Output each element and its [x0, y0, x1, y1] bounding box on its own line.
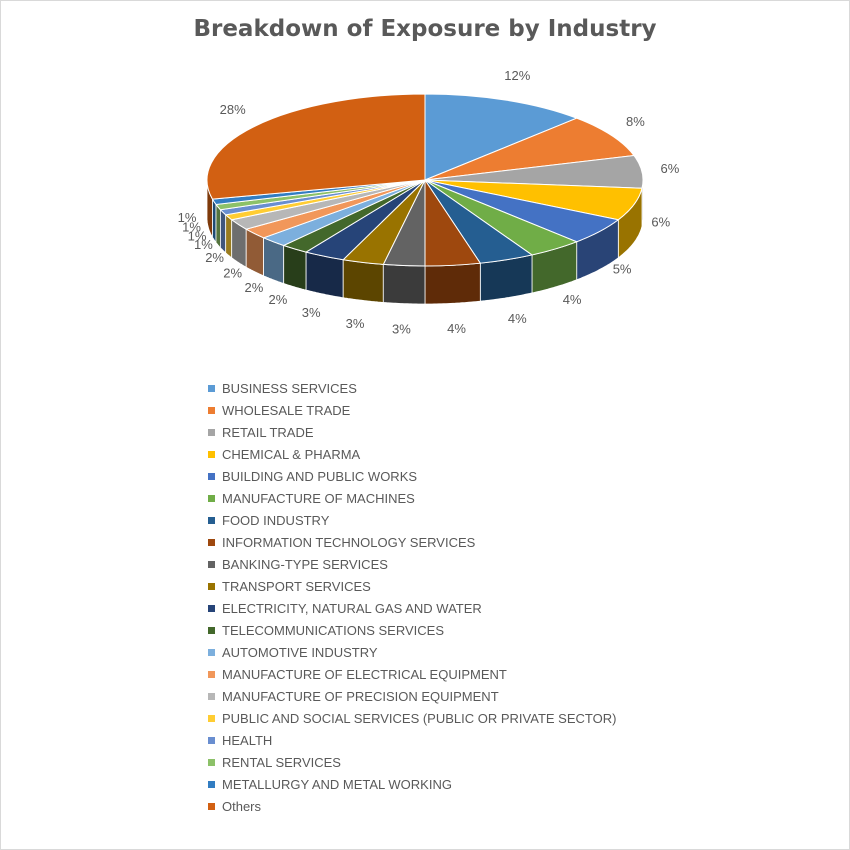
- legend-label: Others: [222, 799, 262, 814]
- legend-swatch: [208, 583, 215, 591]
- legend-swatch: [208, 803, 215, 811]
- legend-swatch: [208, 627, 215, 635]
- legend-swatch: [208, 693, 215, 701]
- pie-slice-19: [206, 93, 426, 200]
- pie-slice-side-7: [424, 262, 481, 305]
- legend-swatch: [208, 605, 215, 613]
- data-label: 1%: [194, 237, 213, 252]
- legend-swatch: [208, 737, 215, 745]
- legend-label: MANUFACTURE OF PRECISION EQUIPMENT: [222, 689, 499, 704]
- legend-label: RETAIL TRADE: [222, 425, 314, 440]
- pie-slice-side-9: [342, 259, 384, 303]
- legend-swatch: [208, 649, 215, 657]
- data-label: 1%: [178, 210, 197, 225]
- legend-label: BUSINESS SERVICES: [222, 381, 357, 396]
- legend-item: RENTAL SERVICES: [208, 752, 616, 774]
- data-label: 28%: [220, 102, 246, 117]
- legend-item: MANUFACTURE OF MACHINES: [208, 488, 616, 510]
- legend-item: WHOLESALE TRADE: [208, 400, 616, 422]
- chart-title: Breakdown of Exposure by Industry: [193, 16, 657, 42]
- data-label: 2%: [223, 266, 242, 281]
- data-label: 8%: [626, 114, 645, 129]
- legend-item: BUILDING AND PUBLIC WORKS: [208, 466, 616, 488]
- legend-swatch: [208, 759, 215, 767]
- legend-label: PUBLIC AND SOCIAL SERVICES (PUBLIC OR PR…: [222, 711, 617, 726]
- legend-swatch: [208, 671, 215, 679]
- data-label: 4%: [447, 321, 466, 336]
- pie-slice-side-18: [212, 198, 217, 244]
- legend-label: MANUFACTURE OF MACHINES: [222, 491, 415, 506]
- pie-slice-side-8: [382, 263, 426, 305]
- legend-label: ELECTRICITY, NATURAL GAS AND WATER: [222, 601, 482, 616]
- legend-swatch: [208, 451, 215, 459]
- data-label: 6%: [651, 215, 670, 230]
- legend-swatch: [208, 561, 215, 569]
- legend-swatch: [208, 429, 215, 437]
- legend-item: TELECOMMUNICATIONS SERVICES: [208, 620, 616, 642]
- legend-label: BUILDING AND PUBLIC WORKS: [222, 469, 418, 484]
- legend-item: BANKING-TYPE SERVICES: [208, 554, 616, 576]
- legend-label: CHEMICAL & PHARMA: [222, 447, 361, 462]
- legend-label: FOOD INDUSTRY: [222, 513, 330, 528]
- data-label: 3%: [302, 305, 321, 320]
- legend-label: AUTOMOTIVE INDUSTRY: [222, 645, 378, 660]
- legend-label: INFORMATION TECHNOLOGY SERVICES: [222, 535, 476, 550]
- legend-label: RENTAL SERVICES: [222, 755, 341, 770]
- pie-slice-side-11: [283, 244, 307, 291]
- legend-swatch: [208, 781, 215, 789]
- data-label: 5%: [613, 262, 632, 277]
- legend-item: HEALTH: [208, 730, 616, 752]
- legend-item: BUSINESS SERVICES: [208, 378, 616, 400]
- legend-item: CHEMICAL & PHARMA: [208, 444, 616, 466]
- legend-item: AUTOMOTIVE INDUSTRY: [208, 642, 616, 664]
- data-label: 3%: [392, 321, 411, 336]
- data-label: 2%: [205, 250, 224, 265]
- chart-legend: BUSINESS SERVICES WHOLESALE TRADE RETAIL T…: [208, 378, 616, 818]
- data-label: 1%: [182, 219, 201, 234]
- legend-item: MANUFACTURE OF ELECTRICAL EQUIPMENT: [208, 664, 616, 686]
- legend-label: WHOLESALE TRADE: [222, 403, 351, 418]
- legend-label: BANKING-TYPE SERVICES: [222, 557, 388, 572]
- legend-swatch: [208, 517, 215, 525]
- data-label: 3%: [346, 316, 365, 331]
- legend-swatch: [208, 495, 215, 503]
- legend-item: PUBLIC AND SOCIAL SERVICES (PUBLIC OR PR…: [208, 708, 616, 730]
- legend-item: METALLURGY AND METAL WORKING: [208, 774, 616, 796]
- legend-swatch: [208, 715, 215, 723]
- data-label: 6%: [661, 161, 680, 176]
- data-label: 2%: [245, 280, 264, 295]
- legend-label: METALLURGY AND METAL WORKING: [222, 777, 452, 792]
- legend-swatch: [208, 539, 215, 547]
- legend-item: MANUFACTURE OF PRECISION EQUIPMENT: [208, 686, 616, 708]
- legend-swatch: [208, 407, 215, 415]
- pie-slice-0: [424, 93, 579, 181]
- pie-slice-1: [424, 117, 635, 181]
- legend-label: MANUFACTURE OF ELECTRICAL EQUIPMENT: [222, 667, 507, 682]
- legend-item: Others: [208, 796, 616, 818]
- data-label: 4%: [508, 311, 527, 326]
- pie-slice-side-16: [219, 208, 227, 254]
- legend-item: TRANSPORT SERVICES: [208, 576, 616, 598]
- pie-slice-side-15: [225, 213, 233, 259]
- legend-item: RETAIL TRADE: [208, 422, 616, 444]
- legend-label: TRANSPORT SERVICES: [222, 579, 371, 594]
- pie-slice-side-17: [215, 203, 221, 249]
- legend-label: HEALTH: [222, 733, 273, 748]
- data-label: 1%: [188, 228, 207, 243]
- legend-swatch: [208, 473, 215, 481]
- data-label: 4%: [563, 292, 582, 307]
- legend-swatch: [208, 385, 215, 393]
- data-label: 12%: [504, 68, 530, 83]
- legend-item: FOOD INDUSTRY: [208, 510, 616, 532]
- legend-item: INFORMATION TECHNOLOGY SERVICES: [208, 532, 616, 554]
- legend-item: ELECTRICITY, NATURAL GAS AND WATER: [208, 598, 616, 620]
- legend-label: TELECOMMUNICATIONS SERVICES: [222, 623, 444, 638]
- data-label: 2%: [269, 292, 288, 307]
